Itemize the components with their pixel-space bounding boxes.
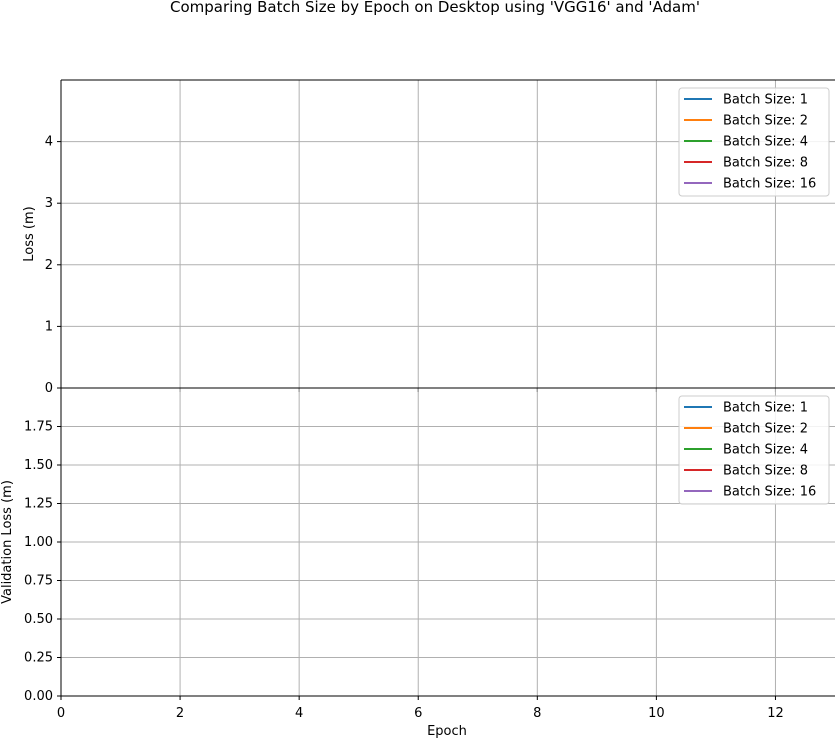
x-axis-label: Epoch xyxy=(427,724,467,739)
legend-label: Batch Size: 2 xyxy=(723,114,808,129)
y-tick-label: 1.25 xyxy=(24,497,53,512)
legend-label: Batch Size: 8 xyxy=(723,464,808,479)
y-tick-label: 0.00 xyxy=(24,689,53,704)
x-tick-label: 6 xyxy=(414,706,422,721)
legend-label: Batch Size: 16 xyxy=(723,485,816,500)
legend-label: Batch Size: 8 xyxy=(723,156,808,171)
legend-frame xyxy=(678,87,830,197)
y-axis-label: Validation Loss (m) xyxy=(0,480,15,604)
y-tick-label: 1.50 xyxy=(24,458,53,473)
y-tick-label: 1 xyxy=(45,319,53,334)
legend-label: Batch Size: 16 xyxy=(723,177,816,192)
legend-frame xyxy=(678,395,830,505)
y-axis-label: Loss (m) xyxy=(22,206,37,261)
legend-label: Batch Size: 1 xyxy=(723,93,808,108)
y-tick-label: 2 xyxy=(45,258,53,273)
chart-title: Comparing Batch Size by Epoch on Desktop… xyxy=(170,0,700,16)
y-tick-label: 1.00 xyxy=(24,535,53,550)
legend: Batch Size: 1 Batch Size: 2 Batch Size: 4 B… xyxy=(678,87,830,197)
y-tick-label: 0.25 xyxy=(24,651,53,666)
x-tick-label: 8 xyxy=(533,706,541,721)
x-tick-label: 12 xyxy=(767,706,784,721)
legend-label: Batch Size: 1 xyxy=(723,401,808,416)
x-tick-label: 10 xyxy=(648,706,665,721)
y-tick-label: 0 xyxy=(45,381,53,396)
legend: Batch Size: 1 Batch Size: 2 Batch Size: 4 B… xyxy=(678,395,830,505)
legend-label: Batch Size: 2 xyxy=(723,422,808,437)
y-tick-label: 3 xyxy=(45,196,53,211)
y-tick-label: 0.75 xyxy=(24,574,53,589)
legend-label: Batch Size: 4 xyxy=(723,135,808,150)
y-tick-label: 1.75 xyxy=(24,420,53,435)
y-tick-label: 4 xyxy=(45,135,53,150)
x-tick-label: 2 xyxy=(176,706,184,721)
x-tick-label: 4 xyxy=(295,706,303,721)
y-tick-label: 0.50 xyxy=(24,612,53,627)
x-tick-label: 0 xyxy=(57,706,65,721)
legend-label: Batch Size: 4 xyxy=(723,443,808,458)
panel-validation-loss: 0.00 0.25 0.50 0.75 1.00 1.25 1.50 1.75 0 2 4 6 8 10 1… xyxy=(0,387,835,721)
